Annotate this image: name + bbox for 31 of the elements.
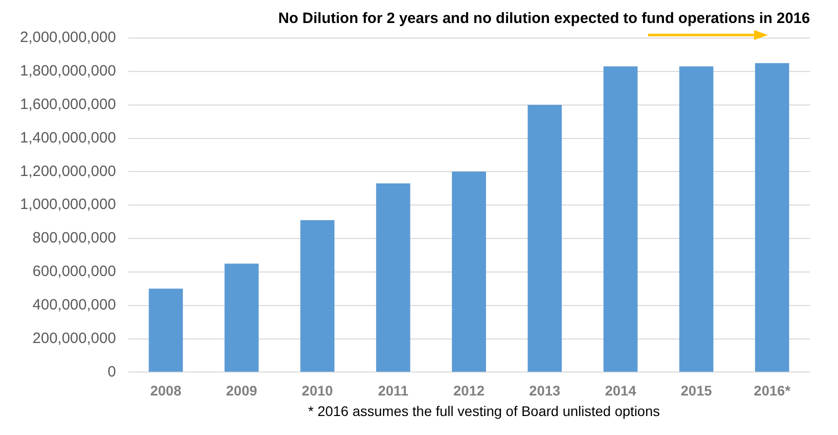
bar bbox=[452, 172, 486, 372]
x-tick-label: 2015 bbox=[680, 382, 712, 398]
bar bbox=[603, 66, 638, 372]
y-tick-label: 200,000,000 bbox=[32, 330, 116, 347]
y-tick-label: 0 bbox=[108, 363, 116, 380]
bar bbox=[300, 220, 334, 372]
y-tick-label: 400,000,000 bbox=[32, 296, 116, 314]
y-tick-label: 1,200,000,000 bbox=[20, 162, 116, 180]
y-tick-label: 600,000,000 bbox=[32, 263, 116, 280]
x-tick-label: 2009 bbox=[226, 382, 258, 398]
x-tick-label: 2011 bbox=[378, 382, 409, 398]
x-tick-label: 2008 bbox=[150, 382, 182, 398]
x-tick-label: 2010 bbox=[302, 382, 334, 398]
x-tick-label: 2016* bbox=[754, 382, 791, 398]
bar bbox=[224, 264, 259, 372]
x-tick-label: 2013 bbox=[529, 382, 561, 398]
x-tick-label: 2012 bbox=[453, 382, 485, 398]
bar bbox=[148, 288, 183, 372]
bar bbox=[528, 104, 562, 372]
y-tick-label: 2,000,000,000 bbox=[20, 29, 116, 46]
y-tick-label: 1,800,000,000 bbox=[20, 62, 116, 80]
x-tick-label: 2014 bbox=[604, 382, 636, 398]
bar bbox=[755, 63, 790, 372]
text: * 2016 assumes the full vesting of Board unlisted options bbox=[307, 403, 661, 419]
y-tick-label: 800,000,000 bbox=[32, 230, 116, 247]
y-tick-label: 1,600,000,000 bbox=[20, 96, 116, 113]
y-tick-label: 1,400,000,000 bbox=[20, 129, 116, 146]
y-tick-label: 1,000,000,000 bbox=[20, 196, 116, 214]
chart-title: No Dilution for 2 years and no dilution expected to fund operations in 2016 bbox=[278, 10, 810, 28]
bar bbox=[376, 183, 410, 372]
bar bbox=[679, 66, 714, 372]
